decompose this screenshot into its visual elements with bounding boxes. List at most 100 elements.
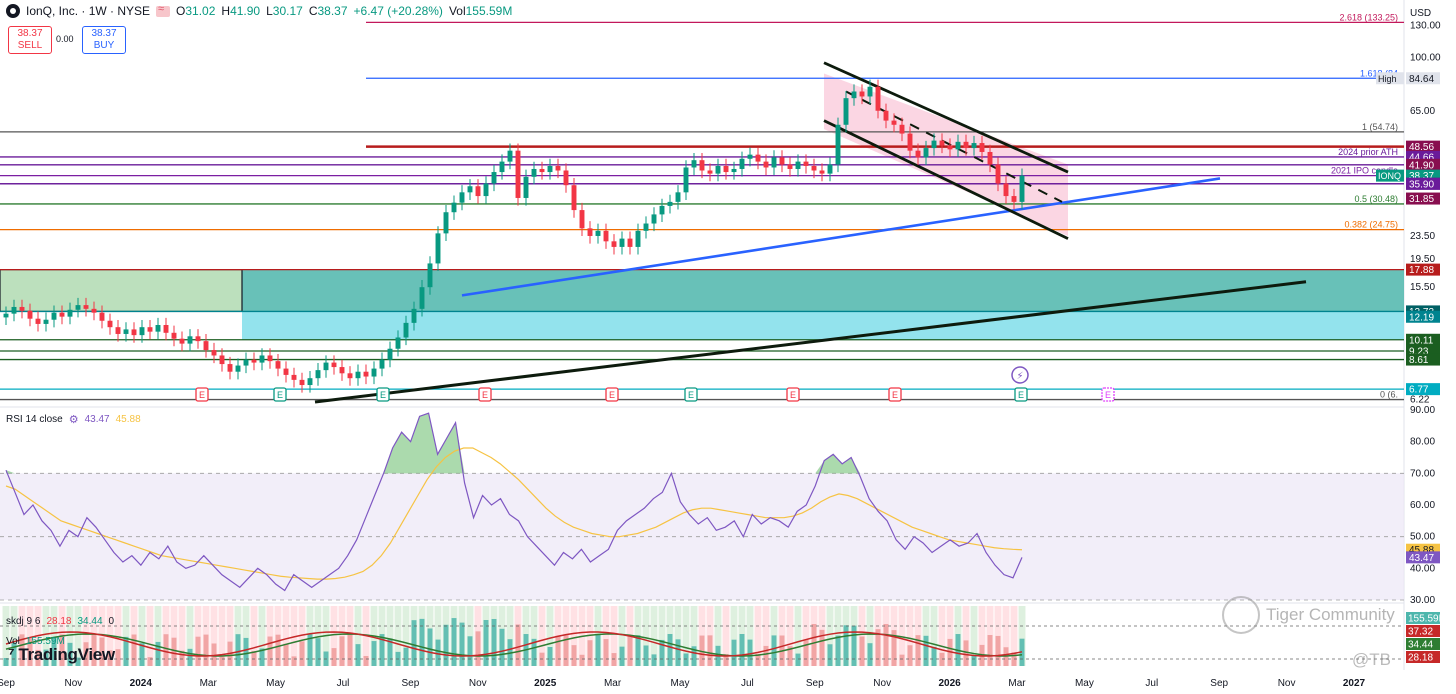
event-bolt-icon: [1011, 366, 1029, 384]
volume-bar: [83, 642, 89, 666]
skdj-bg-bar: [2, 606, 10, 666]
candle-body: [283, 368, 289, 375]
vol-value: 155.59M: [25, 636, 65, 647]
price-tick: 65.00: [1410, 106, 1435, 117]
candle-body: [203, 341, 209, 351]
candle-body: [611, 241, 617, 247]
candle-body: [827, 164, 833, 174]
rsi-tick: 40.00: [1410, 563, 1435, 574]
volume-bar: [971, 655, 977, 666]
skdj-bg-bar: [66, 606, 74, 666]
volume-bar: [3, 658, 9, 666]
volume-bar: [459, 622, 465, 666]
volume-bar: [379, 634, 385, 666]
earnings-marker: [1014, 387, 1028, 402]
candle-body: [635, 230, 641, 247]
skdj-bg-bar: [570, 606, 578, 666]
candle-body: [43, 319, 49, 324]
candle-body: [667, 201, 673, 206]
spread-value: 0.00: [56, 34, 74, 44]
volume-bar: [627, 635, 633, 666]
candle-body: [379, 359, 385, 369]
time-tick: 2024: [130, 678, 153, 689]
rsi-legend[interactable]: RSI 14 close ⚙ 43.47 45.88: [6, 413, 141, 426]
candle-body: [435, 233, 441, 264]
volume-bar: [667, 634, 673, 666]
time-tick: Jul: [741, 678, 754, 689]
rsi-ma-value: 45.88: [115, 414, 141, 425]
currency-label[interactable]: USD: [1410, 8, 1432, 19]
volume-bar: [115, 649, 121, 666]
volume-bar: [435, 639, 441, 666]
volume-bar: [195, 636, 201, 666]
price-badge: [1406, 263, 1440, 276]
level-label: 2024 prior ATH: [1338, 147, 1398, 157]
price-badge: [1406, 333, 1440, 346]
candle-body: [35, 318, 41, 324]
skdj-bg-bar: [658, 606, 666, 666]
ionq-logo-icon: [6, 4, 20, 18]
skdj-bg-bar: [618, 606, 626, 666]
skdj-bg-bar: [858, 606, 866, 666]
candle-body: [523, 176, 529, 198]
close-label: C: [308, 4, 318, 18]
skdj-bg-bar: [802, 606, 810, 666]
earnings-marker-glyph: E: [688, 390, 694, 400]
time-tick: May: [1075, 678, 1094, 689]
tradingview-logo[interactable]: ⁷ TradingView: [8, 645, 115, 665]
skdj-bg-bar: [138, 606, 146, 666]
skdj-badge: [1406, 638, 1440, 650]
levels: 2.618 (133.25)1.618 (841 (54.74)2024 pri…: [0, 12, 1404, 401]
candle-body: [459, 192, 465, 203]
skdj-bg-bar: [962, 606, 970, 666]
sell-button[interactable]: 38.37 SELL: [8, 26, 52, 54]
buy-button[interactable]: 38.37 BUY: [82, 26, 126, 54]
channel-lower-line: [823, 119, 1069, 240]
low-value: 30.17: [272, 4, 303, 18]
skdj-legend[interactable]: skdj 9 6 28.18 34.44 0: [6, 616, 114, 627]
trendlines[interactable]: [314, 61, 1307, 404]
time-tick: May: [266, 678, 285, 689]
candle-body: [371, 368, 377, 377]
volume-bar: [571, 645, 577, 666]
volume-legend[interactable]: Vol 155.59M: [6, 636, 65, 647]
skdj-bg-bar: [1010, 606, 1018, 666]
price-badge: [1406, 177, 1440, 190]
volume-bar: [35, 649, 41, 666]
time-axis[interactable]: Sep Nov 2024 Mar May Jul Sep Nov 2025 Mar May Jul Se…: [0, 678, 1366, 689]
candle-body: [835, 124, 841, 165]
candle-body: [491, 172, 497, 184]
volume-bar: [595, 634, 601, 666]
candle-body: [731, 168, 737, 173]
earnings-markers[interactable]: E E E E E E E E E E ⚡: [195, 366, 1115, 402]
volume-bar: [611, 653, 617, 666]
volume-bar: [99, 637, 105, 666]
earnings-marker-glyph: E: [380, 390, 386, 400]
candle-body: [507, 150, 513, 162]
price-badge-text: 35.90: [1409, 179, 1434, 190]
symbol-title[interactable]: IonQ, Inc. · 1W · NYSE: [26, 4, 151, 18]
volume-bar: [931, 646, 937, 666]
skdj-bg-bar: [786, 606, 794, 666]
flag-icon[interactable]: [156, 3, 171, 17]
rsi-tick: 30.00: [1410, 595, 1435, 606]
volume-bar: [555, 635, 561, 666]
volume-bar: [987, 635, 993, 666]
volume-bar: [787, 646, 793, 666]
candle-body: [139, 327, 145, 336]
volume-bar: [499, 628, 505, 666]
volume-bar: [883, 624, 889, 666]
candle-body: [843, 98, 849, 125]
price-axis[interactable]: 130.00100.0065.0045.0023.5019.5015.506.2…: [1376, 20, 1447, 664]
price-badge-text: 38.37: [1409, 171, 1434, 182]
candle-body: [155, 325, 161, 332]
candle-body: [443, 212, 449, 234]
volume-bar: [475, 631, 481, 666]
rsi-badge-text: 43.47: [1409, 553, 1434, 564]
candle-body: [51, 312, 57, 320]
candle-body: [235, 365, 241, 372]
volume-bar: [91, 634, 97, 666]
volume-bar: [235, 634, 241, 666]
settings-icon[interactable]: ⚙: [68, 414, 79, 426]
